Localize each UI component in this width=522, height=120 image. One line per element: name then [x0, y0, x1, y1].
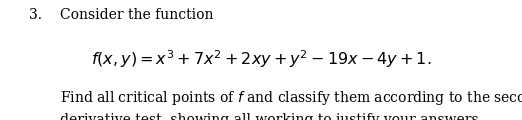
- Text: Consider the function: Consider the function: [60, 8, 213, 22]
- Text: Find all critical points of $f$ and classify them according to the second: Find all critical points of $f$ and clas…: [60, 89, 522, 107]
- Text: 3.: 3.: [29, 8, 42, 22]
- Text: derivative test, showing all working to justify your answers.: derivative test, showing all working to …: [60, 113, 483, 120]
- Text: $f(x, y) = x^3 + 7x^2 + 2xy + y^2 - 19x - 4y + 1.$: $f(x, y) = x^3 + 7x^2 + 2xy + y^2 - 19x …: [91, 48, 431, 70]
